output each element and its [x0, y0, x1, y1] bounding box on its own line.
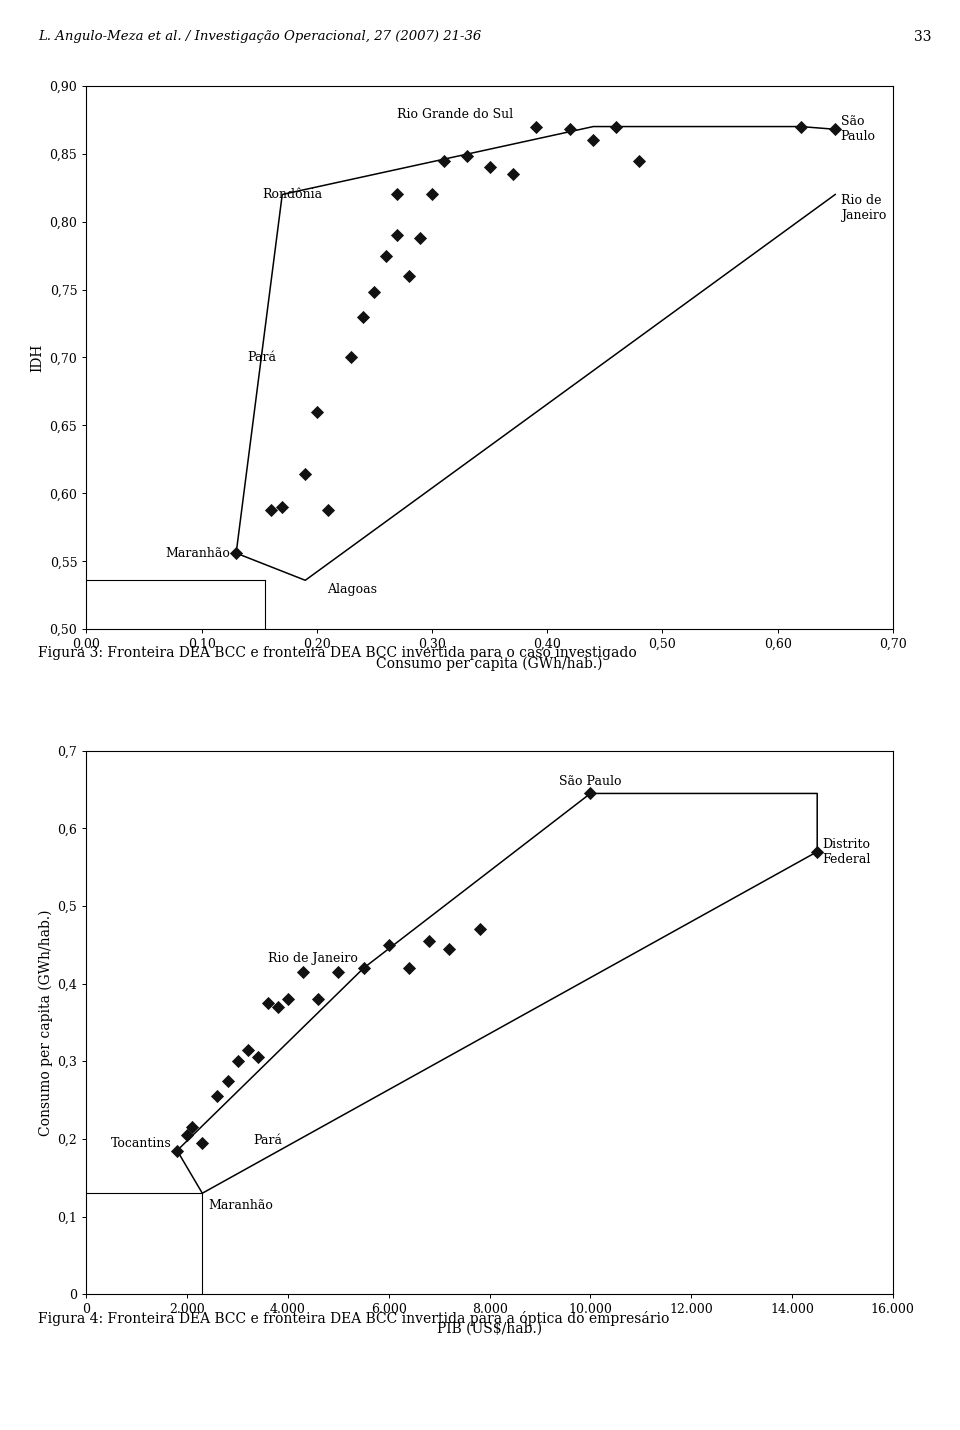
Text: L. Angulo-Meza et al. / Investigação Operacional, 27 (2007) 21-36: L. Angulo-Meza et al. / Investigação Ope… [38, 30, 482, 43]
Text: Pará: Pará [253, 1134, 282, 1147]
Point [296, 961, 311, 984]
X-axis label: Consumo per capita (GWh/hab.): Consumo per capita (GWh/hab.) [376, 656, 603, 671]
Y-axis label: IDH: IDH [30, 343, 44, 372]
Point [169, 1140, 184, 1163]
Point [793, 114, 808, 137]
Point [390, 183, 405, 206]
Point [442, 937, 457, 960]
Point [828, 117, 843, 140]
Point [609, 114, 624, 137]
Point [309, 400, 324, 423]
Point [209, 1085, 225, 1108]
Text: Maranhão: Maranhão [208, 1198, 273, 1211]
Point [220, 1070, 235, 1093]
Text: Alagoas: Alagoas [326, 583, 376, 596]
Point [263, 498, 278, 521]
Point [563, 117, 578, 140]
Point [436, 149, 451, 172]
Point [275, 495, 290, 518]
Point [355, 305, 371, 327]
Point [424, 183, 440, 206]
Text: São Paulo: São Paulo [559, 775, 622, 788]
Point [381, 934, 396, 957]
Point [482, 156, 497, 179]
Text: 33: 33 [914, 30, 931, 44]
Point [271, 995, 286, 1018]
Point [356, 957, 372, 980]
Point [401, 957, 417, 980]
Point [240, 1038, 255, 1061]
Text: Rio de Janeiro: Rio de Janeiro [268, 952, 358, 965]
Point [586, 129, 601, 152]
Point [421, 930, 437, 952]
Text: Distrito
Federal: Distrito Federal [823, 838, 871, 865]
Text: Maranhão: Maranhão [166, 546, 230, 559]
Point [344, 346, 359, 369]
Point [311, 988, 326, 1011]
Point [528, 114, 543, 137]
Text: Figura 3: Fronteira DEA BCC e fronteira DEA BCC invertida para o caso investigad: Figura 3: Fronteira DEA BCC e fronteira … [38, 646, 637, 661]
Text: Rondônia: Rondônia [263, 187, 323, 202]
Point [330, 961, 346, 984]
Point [228, 542, 244, 565]
Point [321, 498, 336, 521]
Point [472, 918, 487, 941]
Point [401, 265, 417, 287]
Point [260, 991, 276, 1014]
Point [809, 841, 825, 864]
Point [250, 1045, 265, 1068]
Point [184, 1115, 200, 1138]
Point [195, 1131, 210, 1154]
Text: Pará: Pará [248, 350, 276, 365]
Text: Rio Grande do Sul: Rio Grande do Sul [397, 109, 513, 122]
Point [367, 280, 382, 303]
Point [390, 223, 405, 246]
Text: Tocantins: Tocantins [110, 1137, 172, 1150]
Text: São
Paulo: São Paulo [841, 116, 876, 143]
Point [180, 1124, 195, 1147]
Point [280, 988, 296, 1011]
Point [413, 226, 428, 249]
Text: Figura 4: Fronteira DEA BCC e fronteira DEA BCC invertida para a óptica do empre: Figura 4: Fronteira DEA BCC e fronteira … [38, 1311, 670, 1326]
Text: Rio de
Janeiro: Rio de Janeiro [841, 194, 886, 223]
X-axis label: PIB (US$/hab.): PIB (US$/hab.) [437, 1321, 542, 1336]
Point [632, 149, 647, 172]
Point [229, 1050, 245, 1072]
Point [459, 144, 474, 167]
Point [583, 782, 598, 805]
Y-axis label: Consumo per capita (GWh/hab.): Consumo per capita (GWh/hab.) [39, 909, 54, 1135]
Point [298, 463, 313, 486]
Point [378, 245, 394, 267]
Point [505, 163, 520, 186]
